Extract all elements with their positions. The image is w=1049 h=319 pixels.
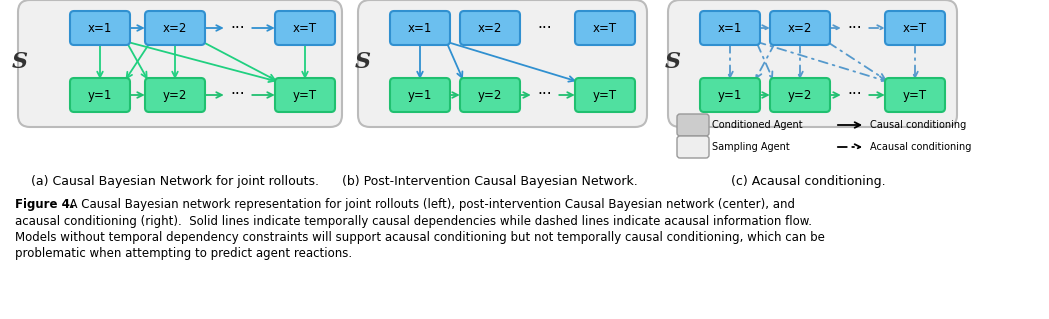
Text: y=1: y=1 (718, 88, 743, 101)
FancyBboxPatch shape (461, 11, 520, 45)
Text: Causal conditioning: Causal conditioning (870, 120, 966, 130)
Text: Figure 4.: Figure 4. (15, 198, 74, 211)
Text: ···: ··· (848, 87, 862, 102)
Text: A Causal Bayesian network representation for joint rollouts (left), post-interve: A Causal Bayesian network representation… (62, 198, 795, 211)
Text: (a) Causal Bayesian Network for joint rollouts.: (a) Causal Bayesian Network for joint ro… (31, 175, 319, 188)
FancyBboxPatch shape (275, 78, 335, 112)
Text: y=1: y=1 (408, 88, 432, 101)
FancyBboxPatch shape (700, 78, 759, 112)
FancyBboxPatch shape (770, 78, 830, 112)
FancyBboxPatch shape (677, 114, 709, 136)
Text: Conditioned Agent: Conditioned Agent (712, 120, 802, 130)
FancyBboxPatch shape (885, 78, 945, 112)
FancyBboxPatch shape (275, 11, 335, 45)
Text: S: S (355, 51, 371, 73)
Text: S: S (12, 51, 28, 73)
Text: y=2: y=2 (477, 88, 502, 101)
Text: x=2: x=2 (477, 21, 502, 34)
Text: ···: ··· (538, 20, 553, 35)
Text: y=2: y=2 (163, 88, 187, 101)
FancyBboxPatch shape (575, 11, 635, 45)
Text: y=1: y=1 (88, 88, 112, 101)
FancyBboxPatch shape (145, 11, 205, 45)
FancyBboxPatch shape (770, 11, 830, 45)
Text: Acausal conditioning: Acausal conditioning (870, 142, 971, 152)
Text: x=1: x=1 (88, 21, 112, 34)
Text: ···: ··· (231, 87, 245, 102)
FancyBboxPatch shape (145, 78, 205, 112)
Text: (c) Acausal conditioning.: (c) Acausal conditioning. (731, 175, 885, 188)
FancyBboxPatch shape (390, 78, 450, 112)
FancyBboxPatch shape (358, 0, 647, 127)
Text: x=1: x=1 (718, 21, 743, 34)
Text: y=T: y=T (903, 88, 927, 101)
Text: problematic when attempting to predict agent reactions.: problematic when attempting to predict a… (15, 248, 352, 261)
Text: ···: ··· (538, 87, 553, 102)
Text: S: S (665, 51, 681, 73)
FancyBboxPatch shape (18, 0, 342, 127)
FancyBboxPatch shape (677, 136, 709, 158)
FancyBboxPatch shape (461, 78, 520, 112)
Text: Sampling Agent: Sampling Agent (712, 142, 790, 152)
FancyBboxPatch shape (390, 11, 450, 45)
FancyBboxPatch shape (70, 11, 130, 45)
Text: x=T: x=T (593, 21, 617, 34)
Text: Models without temporal dependency constraints will support acausal conditioning: Models without temporal dependency const… (15, 231, 825, 244)
Text: x=T: x=T (903, 21, 927, 34)
Text: x=T: x=T (293, 21, 317, 34)
Text: x=2: x=2 (788, 21, 812, 34)
FancyBboxPatch shape (575, 78, 635, 112)
Text: y=T: y=T (293, 88, 317, 101)
Text: x=2: x=2 (163, 21, 187, 34)
FancyBboxPatch shape (70, 78, 130, 112)
Text: acausal conditioning (right).  Solid lines indicate temporally causal dependenci: acausal conditioning (right). Solid line… (15, 214, 812, 227)
FancyBboxPatch shape (885, 11, 945, 45)
Text: y=2: y=2 (788, 88, 812, 101)
FancyBboxPatch shape (700, 11, 759, 45)
Text: ···: ··· (231, 20, 245, 35)
FancyBboxPatch shape (668, 0, 957, 127)
Text: ···: ··· (848, 20, 862, 35)
Text: (b) Post-Intervention Causal Bayesian Network.: (b) Post-Intervention Causal Bayesian Ne… (342, 175, 638, 188)
Text: x=1: x=1 (408, 21, 432, 34)
Text: y=T: y=T (593, 88, 617, 101)
